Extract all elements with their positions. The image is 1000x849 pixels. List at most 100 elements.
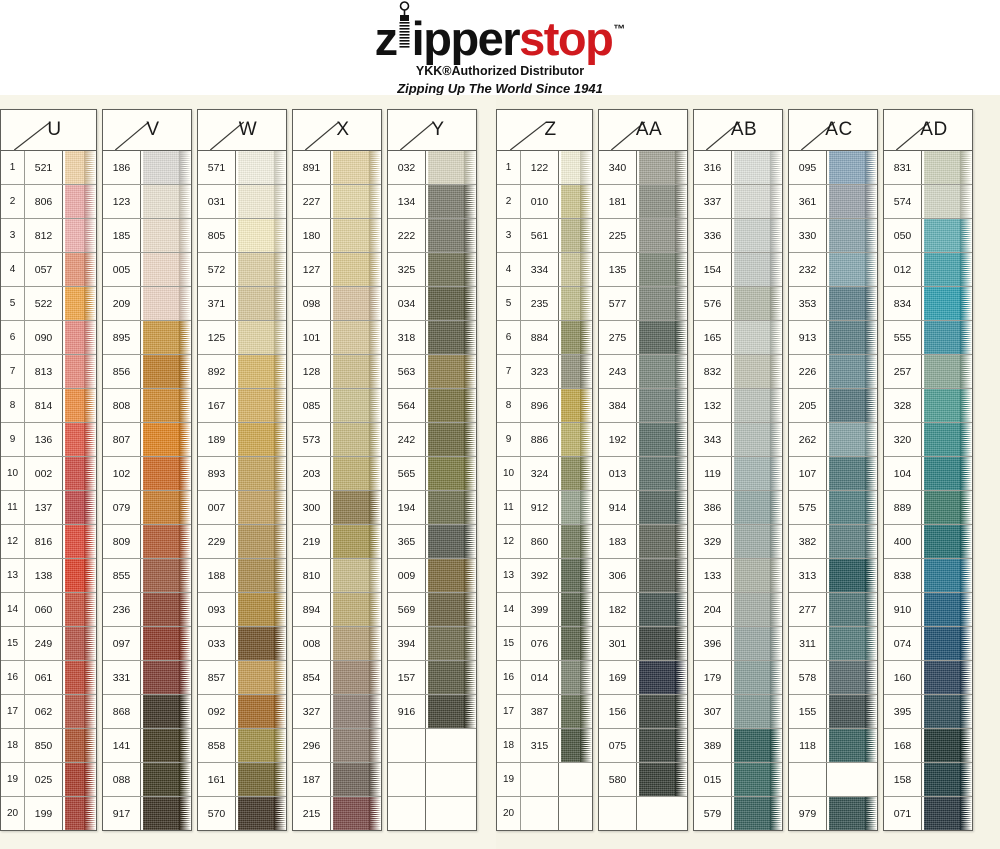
color-row[interactable]: 236 (103, 593, 191, 627)
color-row[interactable]: 277 (789, 593, 877, 627)
color-swatch-cell[interactable] (238, 219, 286, 252)
color-row[interactable]: 10 002 (1, 457, 96, 491)
color-swatch-cell[interactable] (428, 151, 476, 184)
color-swatch-cell[interactable] (333, 151, 381, 184)
color-row[interactable]: 320 (884, 423, 972, 457)
color-swatch-cell[interactable] (333, 355, 381, 388)
color-swatch-cell[interactable] (65, 355, 96, 388)
color-row[interactable]: 386 (694, 491, 782, 525)
color-row[interactable]: 572 (198, 253, 286, 287)
color-row[interactable]: 325 (388, 253, 476, 287)
color-row[interactable]: 013 (599, 457, 687, 491)
color-swatch-cell[interactable] (143, 627, 191, 660)
color-swatch-cell[interactable] (143, 525, 191, 558)
color-row[interactable]: 18 850 (1, 729, 96, 763)
color-row[interactable]: 807 (103, 423, 191, 457)
color-row[interactable]: 161 (198, 763, 286, 797)
color-swatch-cell[interactable] (65, 559, 96, 592)
color-row[interactable]: 396 (694, 627, 782, 661)
color-row[interactable]: 229 (198, 525, 286, 559)
color-swatch-cell[interactable] (65, 627, 96, 660)
color-swatch-cell[interactable] (829, 389, 877, 422)
color-row[interactable]: 858 (198, 729, 286, 763)
color-row[interactable] (388, 797, 476, 830)
color-row[interactable]: 330 (789, 219, 877, 253)
color-swatch-cell[interactable] (333, 729, 381, 762)
color-row[interactable]: 20 199 (1, 797, 96, 830)
color-row[interactable]: 015 (694, 763, 782, 797)
color-row[interactable] (388, 729, 476, 763)
color-row[interactable]: 6 884 (497, 321, 592, 355)
color-swatch-cell[interactable] (561, 491, 592, 524)
color-row[interactable]: 893 (198, 457, 286, 491)
color-swatch-cell[interactable] (333, 661, 381, 694)
color-swatch-cell[interactable] (734, 491, 782, 524)
color-swatch-cell[interactable] (238, 729, 286, 762)
color-swatch-cell[interactable] (924, 219, 972, 252)
color-row[interactable]: 10 324 (497, 457, 592, 491)
color-swatch-cell[interactable] (639, 729, 687, 762)
color-row[interactable]: 17 062 (1, 695, 96, 729)
color-row[interactable]: 340 (599, 151, 687, 185)
color-swatch-cell[interactable] (143, 559, 191, 592)
color-swatch-cell[interactable] (238, 627, 286, 660)
color-swatch-cell[interactable] (143, 321, 191, 354)
color-swatch-cell[interactable] (734, 185, 782, 218)
color-swatch-cell[interactable] (924, 797, 972, 830)
color-row[interactable]: 306 (599, 559, 687, 593)
color-row[interactable]: 008 (293, 627, 381, 661)
color-row[interactable] (599, 797, 687, 830)
color-swatch-cell[interactable] (734, 389, 782, 422)
color-row[interactable]: 226 (789, 355, 877, 389)
color-row[interactable]: 337 (694, 185, 782, 219)
color-row[interactable]: 838 (884, 559, 972, 593)
color-swatch-cell[interactable] (238, 491, 286, 524)
color-row[interactable]: 808 (103, 389, 191, 423)
color-row[interactable]: 128 (293, 355, 381, 389)
color-swatch-cell[interactable] (428, 797, 476, 830)
color-swatch-cell[interactable] (65, 389, 96, 422)
color-swatch-cell[interactable] (143, 457, 191, 490)
color-swatch-cell[interactable] (238, 559, 286, 592)
color-swatch-cell[interactable] (639, 219, 687, 252)
color-swatch-cell[interactable] (65, 321, 96, 354)
color-swatch-cell[interactable] (734, 729, 782, 762)
color-swatch-cell[interactable] (561, 797, 592, 830)
color-row[interactable]: 182 (599, 593, 687, 627)
color-row[interactable]: 192 (599, 423, 687, 457)
color-swatch-cell[interactable] (65, 763, 96, 796)
color-row[interactable]: 123 (103, 185, 191, 219)
color-row[interactable]: 194 (388, 491, 476, 525)
color-swatch-cell[interactable] (65, 185, 96, 218)
color-swatch-cell[interactable] (333, 219, 381, 252)
color-swatch-cell[interactable] (734, 559, 782, 592)
color-row[interactable]: 916 (388, 695, 476, 729)
color-swatch-cell[interactable] (428, 185, 476, 218)
color-row[interactable]: 19 (497, 763, 592, 797)
color-row[interactable]: 578 (789, 661, 877, 695)
color-swatch-cell[interactable] (829, 287, 877, 320)
color-swatch-cell[interactable] (829, 491, 877, 524)
color-row[interactable]: 243 (599, 355, 687, 389)
color-row[interactable]: 564 (388, 389, 476, 423)
color-swatch-cell[interactable] (924, 729, 972, 762)
color-swatch-cell[interactable] (924, 389, 972, 422)
color-row[interactable]: 20 (497, 797, 592, 830)
color-swatch-cell[interactable] (734, 219, 782, 252)
color-swatch-cell[interactable] (143, 219, 191, 252)
color-row[interactable]: 2 010 (497, 185, 592, 219)
color-row[interactable]: 183 (599, 525, 687, 559)
color-swatch-cell[interactable] (428, 729, 476, 762)
color-swatch-cell[interactable] (238, 185, 286, 218)
color-swatch-cell[interactable] (238, 797, 286, 830)
color-swatch-cell[interactable] (829, 797, 877, 830)
color-row[interactable]: 571 (198, 151, 286, 185)
color-swatch-cell[interactable] (924, 457, 972, 490)
color-swatch-cell[interactable] (561, 593, 592, 626)
color-swatch-cell[interactable] (639, 491, 687, 524)
color-swatch-cell[interactable] (238, 457, 286, 490)
color-row[interactable]: 167 (198, 389, 286, 423)
color-swatch-cell[interactable] (143, 253, 191, 286)
color-swatch-cell[interactable] (734, 355, 782, 388)
color-swatch-cell[interactable] (639, 457, 687, 490)
